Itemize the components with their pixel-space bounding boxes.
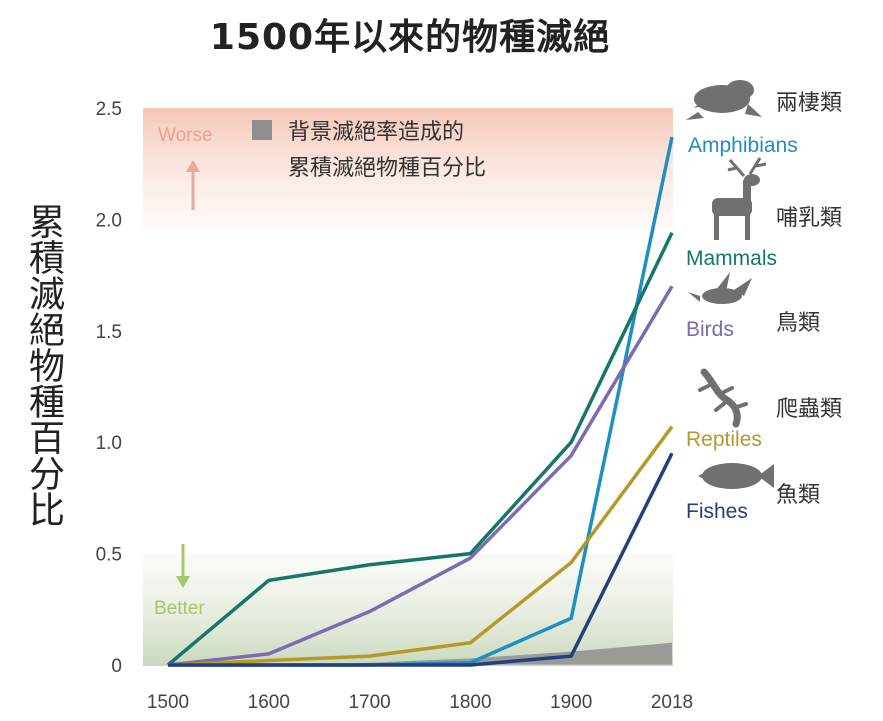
legend-label-reptiles: Reptiles [686, 428, 762, 451]
x-tick-label: 2018 [651, 692, 693, 713]
y-tick-label: 0 [111, 656, 122, 677]
y-tick-label: 1.5 [96, 322, 122, 343]
x-tick-label: 1900 [550, 692, 592, 713]
legend-label-zh-birds: 鳥類 [776, 311, 820, 336]
x-tick-label: 1800 [449, 692, 491, 713]
background-rate-label-2: 累積滅絕物種百分比 [288, 156, 486, 181]
fish-icon [698, 463, 774, 489]
deer-icon [712, 157, 767, 240]
series-line-birds [167, 285, 674, 667]
x-tick-label: 1700 [348, 692, 390, 713]
legend-label-mammals: Mammals [686, 247, 777, 270]
legend-label-fishes: Fishes [686, 500, 748, 523]
legend-label-birds: Birds [686, 318, 734, 341]
y-tick-label: 1.0 [96, 433, 122, 454]
y-tick-label: 0.5 [96, 545, 122, 566]
lizard-icon [698, 368, 748, 428]
y-tick-label: 2.0 [96, 210, 122, 231]
y-axis-label: 累積滅絕物種百分比 [23, 203, 64, 527]
better-arrow-icon [176, 544, 190, 588]
legend-label-zh-amphibians: 兩棲類 [776, 91, 842, 116]
series-line-mammals [166, 232, 674, 667]
bird-icon [688, 272, 752, 304]
worse-zone [143, 108, 673, 228]
background-rate-label-1: 背景滅絕率造成的 [288, 120, 464, 145]
frog-icon [686, 80, 762, 120]
legend-label-amphibians: Amphibians [688, 134, 798, 157]
series-line-reptiles [167, 425, 674, 667]
worse-label: Worse [158, 125, 213, 146]
chart-title: 1500年以來的物種滅絕 [209, 17, 611, 58]
legend-label-zh-fishes: 魚類 [776, 483, 820, 508]
x-tick-label: 1600 [248, 692, 290, 713]
legend-label-zh-mammals: 哺乳類 [776, 206, 842, 231]
y-tick-label: 2.5 [96, 99, 122, 120]
legend-label-zh-reptiles: 爬蟲類 [776, 397, 842, 422]
series-line-fishes [168, 452, 674, 667]
x-tick-label: 1500 [147, 692, 189, 713]
background-rate-swatch [252, 120, 272, 140]
worse-arrow-icon [186, 160, 200, 210]
better-label: Better [154, 598, 205, 619]
